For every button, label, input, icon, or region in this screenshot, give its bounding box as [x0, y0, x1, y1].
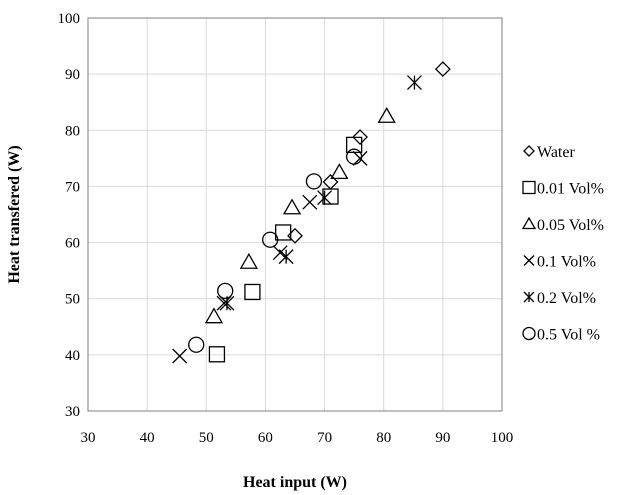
data-point [407, 75, 422, 91]
x-tick-label: 100 [491, 430, 514, 446]
legend-item: 0.2 Vol% [523, 290, 596, 307]
legend-marker [523, 291, 535, 303]
legend-marker [523, 145, 535, 157]
x-axis-title: Heat input (W) [243, 474, 347, 491]
data-point [239, 252, 258, 269]
legend-label: 0.2 Vol% [537, 290, 596, 307]
data-points [172, 61, 451, 364]
y-tick-label: 90 [65, 67, 80, 83]
y-tick-label: 80 [65, 123, 80, 139]
legend-label: 0.05 Vol% [537, 217, 604, 234]
data-point [317, 190, 333, 206]
data-point [244, 283, 261, 301]
data-point [188, 336, 205, 353]
x-tick-label: 50 [199, 430, 214, 446]
data-point [352, 150, 368, 166]
data-point [217, 282, 234, 300]
legend: Water 0.01 Vol% 0.05 Vol% 0.1 Vol% 0.2 Vol% 0… [521, 144, 604, 344]
data-point [204, 307, 224, 324]
y-tick-label: 50 [65, 292, 80, 308]
y-tick-label: 70 [65, 179, 80, 195]
y-axis-title: Heat transfered (W) [6, 145, 23, 283]
data-point [302, 194, 318, 210]
legend-label: Water [537, 144, 575, 161]
grid-lines [87, 17, 503, 412]
legend-label: 0.5 Vol % [537, 327, 600, 344]
data-point [345, 136, 363, 154]
legend-item: 0.1 Vol% [523, 254, 596, 271]
legend-item: 0.05 Vol% [521, 216, 604, 234]
data-point [345, 148, 363, 165]
y-tick-label: 30 [65, 404, 80, 420]
x-tick-label: 30 [81, 430, 96, 446]
x-tick-label: 70 [317, 430, 332, 446]
data-point [352, 129, 368, 145]
x-tick-label: 90 [435, 430, 450, 446]
legend-label: 0.1 Vol% [537, 254, 596, 271]
x-tick-label: 60 [258, 430, 273, 446]
legend-item: 0.5 Vol % [522, 326, 600, 344]
y-tick-label: 40 [65, 348, 80, 364]
data-point [275, 224, 292, 241]
data-point [305, 173, 323, 190]
data-point [330, 163, 349, 180]
x-tick-label: 40 [140, 430, 155, 446]
data-point [434, 61, 451, 78]
y-tick-label: 100 [58, 11, 81, 27]
data-point [278, 249, 294, 265]
axis-ticks: 30 40 50 60 70 80 90 100 30 40 50 60 70 80 90 100 [58, 11, 514, 446]
legend-marker [522, 326, 536, 341]
data-point [377, 106, 396, 123]
data-point [216, 295, 232, 311]
legend-item: Water [523, 144, 575, 161]
legend-marker [523, 255, 535, 266]
legend-label: 0.01 Vol% [537, 181, 604, 198]
x-tick-label: 80 [376, 430, 391, 446]
data-point [262, 231, 279, 248]
data-point [172, 348, 188, 364]
legend-marker [521, 216, 537, 230]
y-tick-label: 60 [65, 236, 80, 252]
plot-frame [87, 17, 503, 412]
data-point [282, 198, 302, 215]
legend-marker [522, 180, 536, 195]
legend-item: 0.01 Vol% [522, 180, 604, 198]
data-point [208, 346, 226, 363]
